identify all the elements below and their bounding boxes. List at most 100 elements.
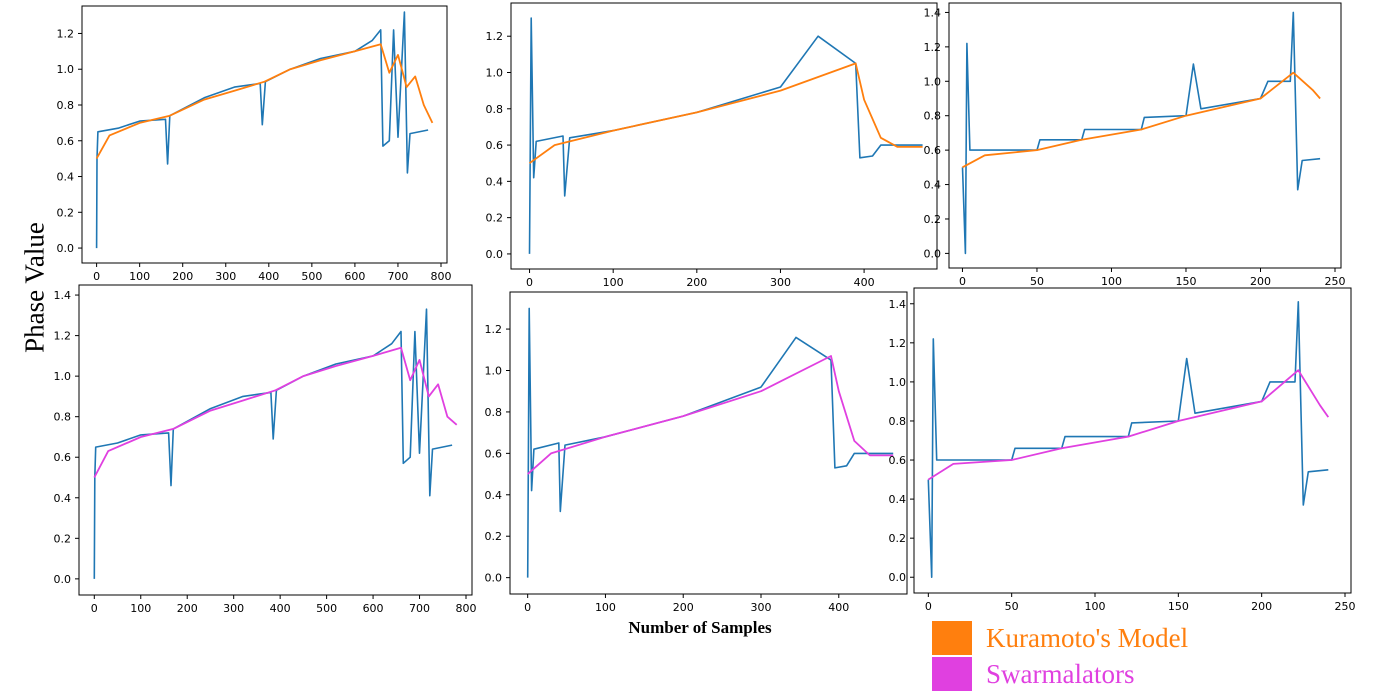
legend-swatch-swarmalators xyxy=(932,657,972,691)
x-tick-label: 300 xyxy=(770,276,791,289)
panel-bottom-right: 0.0 0.2 0.4 0.6 0.8 1.0 1.2 1.4 0 50 100 150 200 250 xyxy=(889,287,1356,613)
y-tick-label: 0.8 xyxy=(924,110,942,123)
y-tick-label: 1.2 xyxy=(57,27,75,40)
y-tick-label: 1.0 xyxy=(485,365,503,378)
y-tick-label: 1.2 xyxy=(924,41,942,54)
y-tick-label: 0.2 xyxy=(485,530,503,543)
panel-top-middle: 0.0 0.2 0.4 0.6 0.8 1.0 1.2 0 100 200 300 400 xyxy=(486,2,938,289)
y-tick-label: 1.4 xyxy=(54,289,72,302)
series-swarmalators-line xyxy=(93,346,458,478)
x-tick-label: 0 xyxy=(524,601,531,614)
y-tick-label: 0.6 xyxy=(924,144,942,157)
y-tick-label: 0.6 xyxy=(54,451,72,464)
y-tick-label: 1.2 xyxy=(889,337,907,350)
y-tick-label: 0.2 xyxy=(486,212,504,225)
x-tick-label: 200 xyxy=(673,601,694,614)
x-tick-label: 200 xyxy=(172,270,193,283)
series-measured-line xyxy=(961,11,1321,255)
legend: Kuramoto's Model Swarmalators xyxy=(932,620,1188,692)
y-tick-label: 0.0 xyxy=(485,572,503,585)
plot-frame xyxy=(509,291,908,595)
y-tick-label: 0.4 xyxy=(54,492,72,505)
y-tick-label: 0.0 xyxy=(57,242,75,255)
plot-frame xyxy=(948,2,1342,269)
x-tick-label: 200 xyxy=(177,602,198,615)
y-tick-label: 0.2 xyxy=(924,213,942,226)
y-axis-label: Phase Value xyxy=(19,222,50,353)
series-kuramoto-line xyxy=(528,62,923,164)
y-tick-label: 0.0 xyxy=(486,248,504,261)
series-swarmalators-line xyxy=(927,369,1330,481)
x-tick-label: 200 xyxy=(1250,275,1271,288)
x-tick-label: 700 xyxy=(409,602,430,615)
x-tick-label: 50 xyxy=(1030,275,1044,288)
y-tick-label: 1.4 xyxy=(924,6,942,19)
x-tick-label: 150 xyxy=(1168,600,1189,613)
y-tick-label: 0.4 xyxy=(924,179,942,192)
x-tick-label: 200 xyxy=(1251,600,1272,613)
series-swarmalators-line xyxy=(527,355,894,475)
y-tick-label: 0.4 xyxy=(57,171,75,184)
y-tick-label: 0.0 xyxy=(54,573,72,586)
x-tick-label: 100 xyxy=(595,601,616,614)
series-kuramoto-line xyxy=(95,43,434,160)
x-tick-label: 0 xyxy=(959,275,966,288)
legend-swatch-kuramoto xyxy=(932,621,972,655)
x-tick-label: 100 xyxy=(1085,600,1106,613)
x-tick-label: 300 xyxy=(751,601,772,614)
panel-bottom-left: 0.0 0.2 0.4 0.6 0.8 1.0 1.2 1.4 0 100 200 300 400 500… xyxy=(54,284,477,615)
x-tick-label: 0 xyxy=(526,276,533,289)
y-tick-label: 0.8 xyxy=(485,406,503,419)
y-tick-label: 0.8 xyxy=(57,99,75,112)
x-tick-label: 100 xyxy=(1101,275,1122,288)
x-tick-label: 600 xyxy=(344,270,365,283)
x-tick-label: 400 xyxy=(854,276,875,289)
x-tick-label: 400 xyxy=(258,270,279,283)
y-tick-label: 0.4 xyxy=(486,175,504,188)
x-tick-label: 300 xyxy=(215,270,236,283)
x-tick-label: 500 xyxy=(316,602,337,615)
x-tick-label: 250 xyxy=(1325,275,1346,288)
x-tick-label: 0 xyxy=(925,600,932,613)
x-tick-label: 300 xyxy=(223,602,244,615)
y-tick-label: 0.2 xyxy=(57,206,75,219)
x-tick-label: 600 xyxy=(363,602,384,615)
y-tick-label: 0.2 xyxy=(54,532,72,545)
y-tick-label: 1.4 xyxy=(889,298,907,311)
y-tick-label: 0.0 xyxy=(889,571,907,584)
y-tick-label: 1.2 xyxy=(486,30,504,43)
y-tick-label: 0.8 xyxy=(54,411,72,424)
panel-top-left: 0.0 0.2 0.4 0.6 0.8 1.0 1.2 0 100 200 300 400 500 600… xyxy=(57,5,452,283)
x-tick-label: 100 xyxy=(603,276,624,289)
legend-label-swarmalators: Swarmalators xyxy=(986,658,1135,689)
x-axis-label: Number of Samples xyxy=(628,618,772,637)
panel-bottom-middle: 0.0 0.2 0.4 0.6 0.8 1.0 1.2 0 100 200 300 400 xyxy=(485,291,908,614)
panel-top-right: 0.0 0.2 0.4 0.6 0.8 1.0 1.2 1.4 0 50 100 150 200 250 xyxy=(924,2,1346,288)
x-tick-label: 800 xyxy=(456,602,477,615)
x-tick-label: 50 xyxy=(1005,600,1019,613)
x-tick-label: 500 xyxy=(301,270,322,283)
y-tick-label: 1.2 xyxy=(485,323,503,336)
y-tick-label: 0.4 xyxy=(889,493,907,506)
plot-frame xyxy=(78,284,473,596)
y-tick-label: 1.0 xyxy=(57,63,75,76)
y-tick-label: 1.0 xyxy=(924,75,942,88)
x-tick-label: 0 xyxy=(93,270,100,283)
y-tick-label: 1.0 xyxy=(889,376,907,389)
y-tick-label: 0.6 xyxy=(485,447,503,460)
y-tick-label: 0.0 xyxy=(924,247,942,260)
plot-frame xyxy=(913,287,1352,594)
y-tick-label: 0.4 xyxy=(485,489,503,502)
x-tick-label: 100 xyxy=(130,602,151,615)
y-tick-label: 0.2 xyxy=(889,532,907,545)
y-tick-label: 1.2 xyxy=(54,330,72,343)
y-tick-label: 0.6 xyxy=(57,135,75,148)
x-tick-label: 400 xyxy=(828,601,849,614)
plot-frame xyxy=(81,5,448,264)
x-tick-label: 200 xyxy=(686,276,707,289)
legend-item-swarmalators: Swarmalators xyxy=(932,656,1188,692)
x-tick-label: 250 xyxy=(1335,600,1356,613)
plot-frame xyxy=(510,2,938,270)
y-tick-label: 0.8 xyxy=(889,415,907,428)
